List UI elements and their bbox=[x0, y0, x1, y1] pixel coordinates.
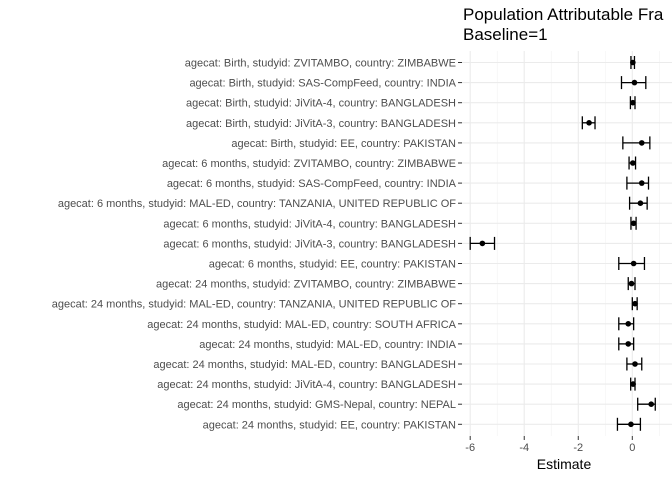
estimate-row bbox=[626, 357, 643, 371]
estimate-point bbox=[586, 120, 592, 126]
estimate-point bbox=[625, 321, 632, 327]
category-label: agecat: 6 months, studyid: ZVITAMBO, cou… bbox=[162, 158, 456, 170]
category-label: agecat: 24 months, studyid: MAL-ED, coun… bbox=[199, 339, 456, 351]
estimate-point bbox=[631, 79, 638, 86]
x-tick-label: -4 bbox=[519, 442, 529, 454]
category-label: agecat: Birth, studyid: JiVitA-3, countr… bbox=[186, 118, 456, 130]
estimate-row bbox=[627, 277, 636, 291]
category-label: agecat: Birth, studyid: SAS-CompFeed, co… bbox=[189, 78, 456, 90]
estimate-row bbox=[618, 317, 635, 331]
estimate-point bbox=[628, 280, 635, 287]
category-labels: agecat: Birth, studyid: ZVITAMBO, countr… bbox=[52, 58, 462, 431]
estimate-point bbox=[625, 341, 632, 347]
estimate-point bbox=[630, 381, 636, 387]
estimate-point bbox=[479, 240, 486, 247]
category-label: agecat: 24 months, studyid: MAL-ED, coun… bbox=[153, 359, 456, 371]
category-label: agecat: 6 months, studyid: MAL-ED, count… bbox=[58, 198, 456, 210]
estimate-point bbox=[632, 300, 638, 307]
estimate-point bbox=[630, 59, 636, 66]
estimate-row bbox=[622, 136, 651, 150]
estimate-point bbox=[632, 361, 638, 367]
grid-lines bbox=[462, 51, 672, 436]
estimate-row bbox=[618, 257, 646, 270]
chart-title-line-1: Population Attributable Fra bbox=[463, 5, 664, 24]
category-label: agecat: Birth, studyid: ZVITAMBO, countr… bbox=[185, 58, 456, 70]
estimate-row bbox=[628, 156, 637, 170]
estimate-point bbox=[637, 200, 644, 206]
x-axis-ticks: -6 -4 -2 0 bbox=[465, 436, 635, 454]
category-label: agecat: 24 months, studyid: EE, country:… bbox=[203, 419, 456, 431]
estimate-row bbox=[626, 176, 650, 190]
estimate-point bbox=[630, 99, 636, 106]
estimate-row bbox=[630, 216, 637, 230]
estimate-point bbox=[630, 160, 636, 166]
estimate-row bbox=[618, 337, 635, 351]
chart-title-line-2: Baseline=1 bbox=[463, 25, 548, 44]
x-tick-label: -6 bbox=[465, 442, 475, 454]
estimate-row bbox=[631, 297, 638, 311]
estimate-row bbox=[620, 76, 647, 90]
estimate-point bbox=[648, 401, 655, 408]
estimate-point bbox=[628, 421, 634, 428]
estimate-point bbox=[638, 180, 645, 186]
estimate-row bbox=[628, 196, 648, 210]
estimate-point bbox=[638, 140, 645, 146]
category-label: agecat: 24 months, studyid: ZVITAMBO, co… bbox=[156, 279, 456, 291]
x-tick-label: 0 bbox=[629, 442, 635, 454]
category-label: agecat: 24 months, studyid: MAL-ED, coun… bbox=[147, 319, 456, 331]
category-label: agecat: 6 months, studyid: EE, country: … bbox=[209, 259, 456, 271]
estimate-point bbox=[630, 260, 637, 267]
estimate-row bbox=[630, 377, 636, 391]
category-label: agecat: Birth, studyid: JiVitA-4, countr… bbox=[186, 98, 456, 110]
category-label: agecat: 6 months, studyid: SAS-CompFeed,… bbox=[167, 178, 457, 190]
category-label: agecat: 6 months, studyid: JiVitA-3, cou… bbox=[163, 238, 456, 250]
plot-data bbox=[469, 56, 656, 431]
estimate-row bbox=[637, 397, 656, 411]
estimate-point bbox=[630, 220, 637, 227]
estimate-row bbox=[616, 417, 642, 431]
x-tick-label: -2 bbox=[573, 442, 583, 454]
category-label: agecat: 24 months, studyid: JiVitA-4, co… bbox=[157, 379, 456, 391]
estimate-row bbox=[630, 56, 636, 69]
estimate-row bbox=[581, 116, 596, 130]
category-label: agecat: 24 months, studyid: GMS-Nepal, c… bbox=[177, 399, 456, 411]
estimate-row bbox=[469, 236, 496, 250]
x-axis-title: Estimate bbox=[537, 456, 592, 472]
category-label: agecat: 6 months, studyid: JiVitA-4, cou… bbox=[163, 218, 456, 230]
estimate-row bbox=[629, 96, 636, 110]
category-label: agecat: 24 months, studyid: MAL-ED, coun… bbox=[52, 299, 457, 311]
category-label: agecat: Birth, studyid: EE, country: PAK… bbox=[231, 138, 456, 150]
